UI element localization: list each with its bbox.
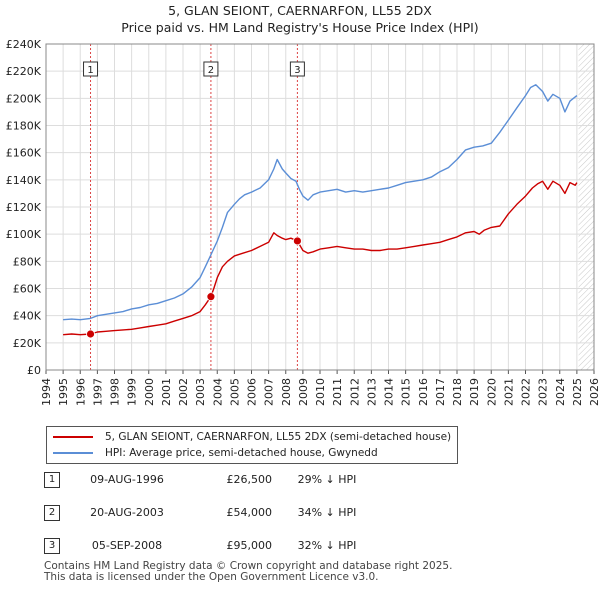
chart-title: 5, GLAN SEIONT, CAERNARFON, LL55 2DX	[168, 3, 432, 18]
y-tick-label: £140K	[6, 174, 42, 187]
sale-hpi-diff: 29% ↓ HPI	[297, 473, 357, 486]
sale-point	[86, 329, 95, 339]
x-tick-label: 2013	[365, 378, 378, 406]
y-tick-label: £180K	[6, 120, 42, 133]
sale-price: £54,000	[226, 506, 273, 519]
hpi-line	[63, 84, 578, 321]
x-tick-label: 2008	[280, 378, 293, 406]
x-tick-label: 2007	[263, 378, 276, 406]
y-tick-label: £0	[27, 364, 41, 377]
sale-price: £95,000	[226, 539, 273, 552]
chart-subtitle: Price paid vs. HM Land Registry's House …	[121, 20, 479, 35]
x-tick-label: 2017	[434, 378, 447, 406]
x-tick-label: 2001	[160, 378, 173, 406]
sale-hpi-diff: 34% ↓ HPI	[297, 506, 357, 519]
x-tick-label: 1997	[91, 378, 104, 406]
legend-label-hpi: HPI: Average price, semi-detached house,…	[105, 447, 378, 459]
x-tick-label: 2015	[400, 378, 413, 406]
x-tick-label: 2026	[588, 378, 600, 406]
footer-licence: This data is licensed under the Open Gov…	[44, 571, 379, 583]
sale-marker-label: 2	[208, 65, 214, 76]
sale-markers: 1 2 3	[83, 44, 305, 370]
sale-point	[292, 236, 302, 246]
y-tick-label: £40K	[13, 310, 42, 323]
y-tick-label: £220K	[6, 65, 42, 78]
footer-copyright: Contains HM Land Registry data © Crown c…	[44, 560, 453, 572]
x-tick-label: 1998	[109, 378, 122, 406]
x-tick-label: 2025	[571, 378, 584, 406]
sale-date: 20-AUG-2003	[90, 506, 164, 519]
legend-item-hpi: HPI: Average price, semi-detached house,…	[53, 445, 378, 461]
y-tick-label: £20K	[13, 337, 42, 350]
x-tick-label: 2000	[143, 378, 156, 406]
x-tick-label: 2014	[383, 378, 396, 406]
sale-date: 05-SEP-2008	[91, 539, 163, 552]
x-tick-label: 1999	[126, 378, 139, 406]
price-chart: 1994 1995 1996 1997 1998 1999 2000 2001 2002 2003…	[6, 38, 600, 406]
x-tick-label: 2010	[314, 378, 327, 406]
x-tick-label: 2011	[331, 378, 344, 406]
sale-hpi-diff: 32% ↓ HPI	[297, 539, 357, 552]
x-tick-label: 2018	[451, 378, 464, 406]
y-tick-label: £100K	[6, 228, 42, 241]
x-tick-label: 1996	[74, 378, 87, 406]
x-tick-label: 2006	[246, 378, 259, 406]
sale-point	[206, 292, 216, 302]
x-tick-label: 2023	[537, 378, 550, 406]
sale-points	[86, 236, 302, 339]
series-lines	[63, 84, 578, 336]
x-tick-label: 2016	[417, 378, 430, 406]
y-tick-label: £200K	[6, 92, 42, 105]
x-tick-label: 2003	[194, 378, 207, 406]
y-tick-label: £80K	[13, 255, 42, 268]
x-tick-label: 2022	[520, 378, 533, 406]
sale-date: 09-AUG-1996	[90, 473, 164, 486]
x-tick-label: 2005	[228, 378, 241, 406]
sale-marker-box	[289, 61, 305, 77]
x-tick-label: 2012	[348, 378, 361, 406]
sale-marker-box	[203, 61, 219, 77]
grid	[45, 43, 595, 371]
plot-border	[45, 43, 595, 371]
x-tick-label: 1994	[40, 378, 53, 406]
y-tick-label: £160K	[6, 147, 42, 160]
y-axis: £0 £20K £40K £60K £80K £100K £120K £140K £160K £1…	[6, 38, 42, 377]
sale-marker-label: 1	[87, 65, 93, 76]
sale-number-badge: 3	[44, 538, 60, 554]
legend: 5, GLAN SEIONT, CAERNARFON, LL55 2DX (se…	[46, 426, 458, 464]
sale-number-badge: 2	[44, 505, 60, 521]
x-tick-label: 2024	[554, 378, 567, 406]
legend-swatch-property	[53, 436, 93, 438]
footer: Contains HM Land Registry data © Crown c…	[44, 561, 452, 583]
legend-swatch-hpi	[53, 452, 93, 454]
sale-marker-label: 3	[294, 65, 300, 76]
x-axis: 1994 1995 1996 1997 1998 1999 2000 2001 2002 2003…	[40, 370, 600, 406]
sale-number-badge: 1	[44, 472, 60, 488]
property-price-line	[63, 180, 578, 336]
legend-label-property: 5, GLAN SEIONT, CAERNARFON, LL55 2DX (se…	[105, 431, 452, 443]
y-tick-label: £60K	[13, 283, 42, 296]
sale-price: £26,500	[226, 473, 273, 486]
y-tick-label: £240K	[6, 38, 42, 51]
x-tick-label: 2020	[485, 378, 498, 406]
sale-marker-box	[83, 61, 99, 77]
x-tick-label: 2009	[297, 378, 310, 406]
legend-item-property: 5, GLAN SEIONT, CAERNARFON, LL55 2DX (se…	[53, 429, 451, 445]
x-tick-label: 2019	[468, 378, 481, 406]
x-tick-label: 2002	[177, 378, 190, 406]
x-tick-label: 1995	[57, 378, 70, 406]
x-tick-label: 2021	[502, 378, 515, 406]
y-tick-label: £120K	[6, 201, 42, 214]
x-tick-label: 2004	[211, 378, 224, 406]
